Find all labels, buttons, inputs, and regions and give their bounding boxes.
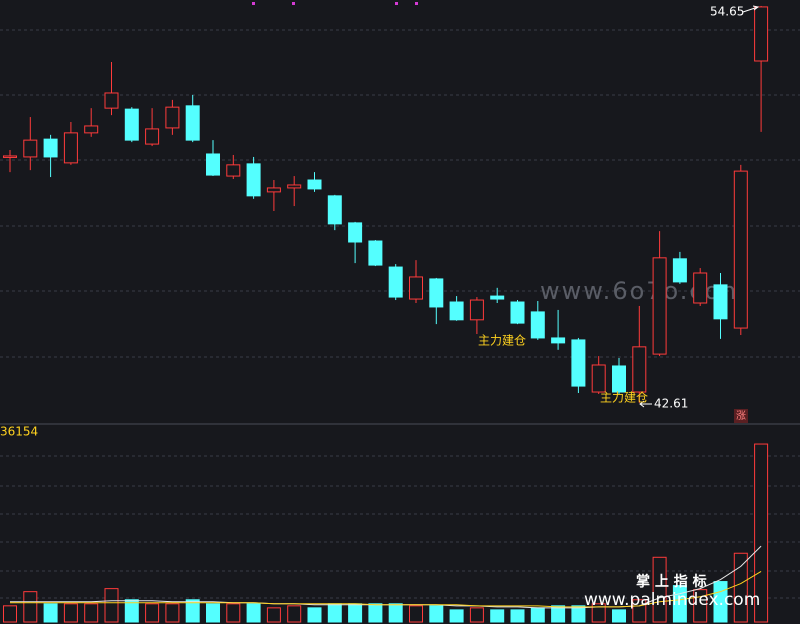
candle-body xyxy=(632,346,647,393)
candle-body xyxy=(429,278,444,308)
volume-bar xyxy=(287,605,302,623)
dot xyxy=(252,2,255,5)
candle-body xyxy=(266,187,281,193)
volume-bar xyxy=(530,607,545,623)
volume-bar xyxy=(104,588,119,623)
volume-bar xyxy=(591,603,606,623)
candle-body xyxy=(490,295,505,300)
volume-bar xyxy=(124,599,139,623)
volume-bar xyxy=(63,603,78,623)
candle-body xyxy=(409,276,423,300)
volume-bar xyxy=(246,603,261,623)
volume-bar xyxy=(733,552,748,623)
candle-body xyxy=(672,258,687,283)
dot xyxy=(415,2,418,5)
candle-body xyxy=(388,266,403,298)
volume-bar xyxy=(693,589,708,623)
candle-body xyxy=(612,365,626,393)
dot xyxy=(292,2,295,5)
candle-body xyxy=(754,6,769,62)
volume-bar xyxy=(307,607,322,623)
candle-body xyxy=(733,170,748,329)
volume-bar xyxy=(754,443,769,623)
volume-bar xyxy=(165,603,180,623)
volume-bar xyxy=(551,605,566,623)
volume-bar xyxy=(449,609,464,623)
candle-body xyxy=(449,301,464,321)
volume-bar xyxy=(713,581,728,623)
volume-bar xyxy=(23,591,38,623)
candle-body xyxy=(226,164,241,177)
volume-bar xyxy=(145,603,160,623)
volume-bar xyxy=(510,609,525,623)
volume-bar xyxy=(348,603,363,623)
volume-bar xyxy=(490,609,505,623)
candle-body xyxy=(307,179,322,190)
candle-body xyxy=(145,128,160,145)
volume-bar xyxy=(206,603,220,623)
candle-body xyxy=(23,139,38,158)
candle-body xyxy=(693,272,708,304)
watermark: www.palmindex.com xyxy=(584,590,760,610)
candle-body xyxy=(469,299,484,321)
high-label: 54.65 xyxy=(710,5,744,19)
watermark: 掌 上 指 标 xyxy=(636,573,707,590)
annotation: 主力建仓 xyxy=(478,334,526,348)
volume-bar xyxy=(327,603,342,623)
marks xyxy=(3,5,769,623)
candle-body xyxy=(510,301,525,324)
candle-body xyxy=(327,195,342,225)
candle-body xyxy=(713,284,728,320)
annotation: 主力建仓 xyxy=(600,391,648,405)
candle-body xyxy=(63,132,78,164)
volume-bar xyxy=(429,605,444,623)
candle-body xyxy=(206,153,220,176)
candle-body xyxy=(124,108,139,141)
candle-body xyxy=(368,240,383,266)
low-label: 42.61 xyxy=(654,397,688,411)
candle-body xyxy=(104,92,119,109)
candle-body xyxy=(530,311,545,339)
candle-body xyxy=(185,105,200,141)
candle-body xyxy=(591,364,606,393)
arrow xyxy=(639,400,652,408)
candle-body xyxy=(84,125,99,134)
candle-body xyxy=(43,138,58,158)
volume-line xyxy=(10,571,762,608)
volume-bar xyxy=(571,605,586,623)
volume-bar xyxy=(43,603,58,623)
volume-label: 36154 xyxy=(0,425,38,439)
dot xyxy=(395,2,398,5)
candle-body xyxy=(551,337,566,344)
candle-body xyxy=(652,257,667,355)
badge: 涨 xyxy=(736,410,746,422)
arrow xyxy=(742,5,760,13)
volume-bar xyxy=(368,603,383,623)
volume-bar xyxy=(409,605,423,623)
volume-bar xyxy=(388,603,403,623)
markers xyxy=(252,2,418,5)
watermark: www.6o7o.com xyxy=(540,277,747,305)
candle-body xyxy=(3,155,17,158)
candle-body xyxy=(165,106,180,129)
volume-bar xyxy=(266,607,281,623)
volume-bar xyxy=(226,603,241,623)
volume-bar xyxy=(3,605,17,623)
candle-body xyxy=(571,339,586,387)
badge-box xyxy=(734,409,748,423)
grid xyxy=(0,29,800,599)
candle-body xyxy=(348,222,363,243)
volume-bar xyxy=(652,556,667,623)
volume-bar xyxy=(84,603,99,623)
volume-bar xyxy=(469,607,484,623)
candle-body xyxy=(287,184,302,189)
volume-bar xyxy=(612,609,626,623)
candle-body xyxy=(246,163,261,197)
volume-bar xyxy=(185,599,200,623)
